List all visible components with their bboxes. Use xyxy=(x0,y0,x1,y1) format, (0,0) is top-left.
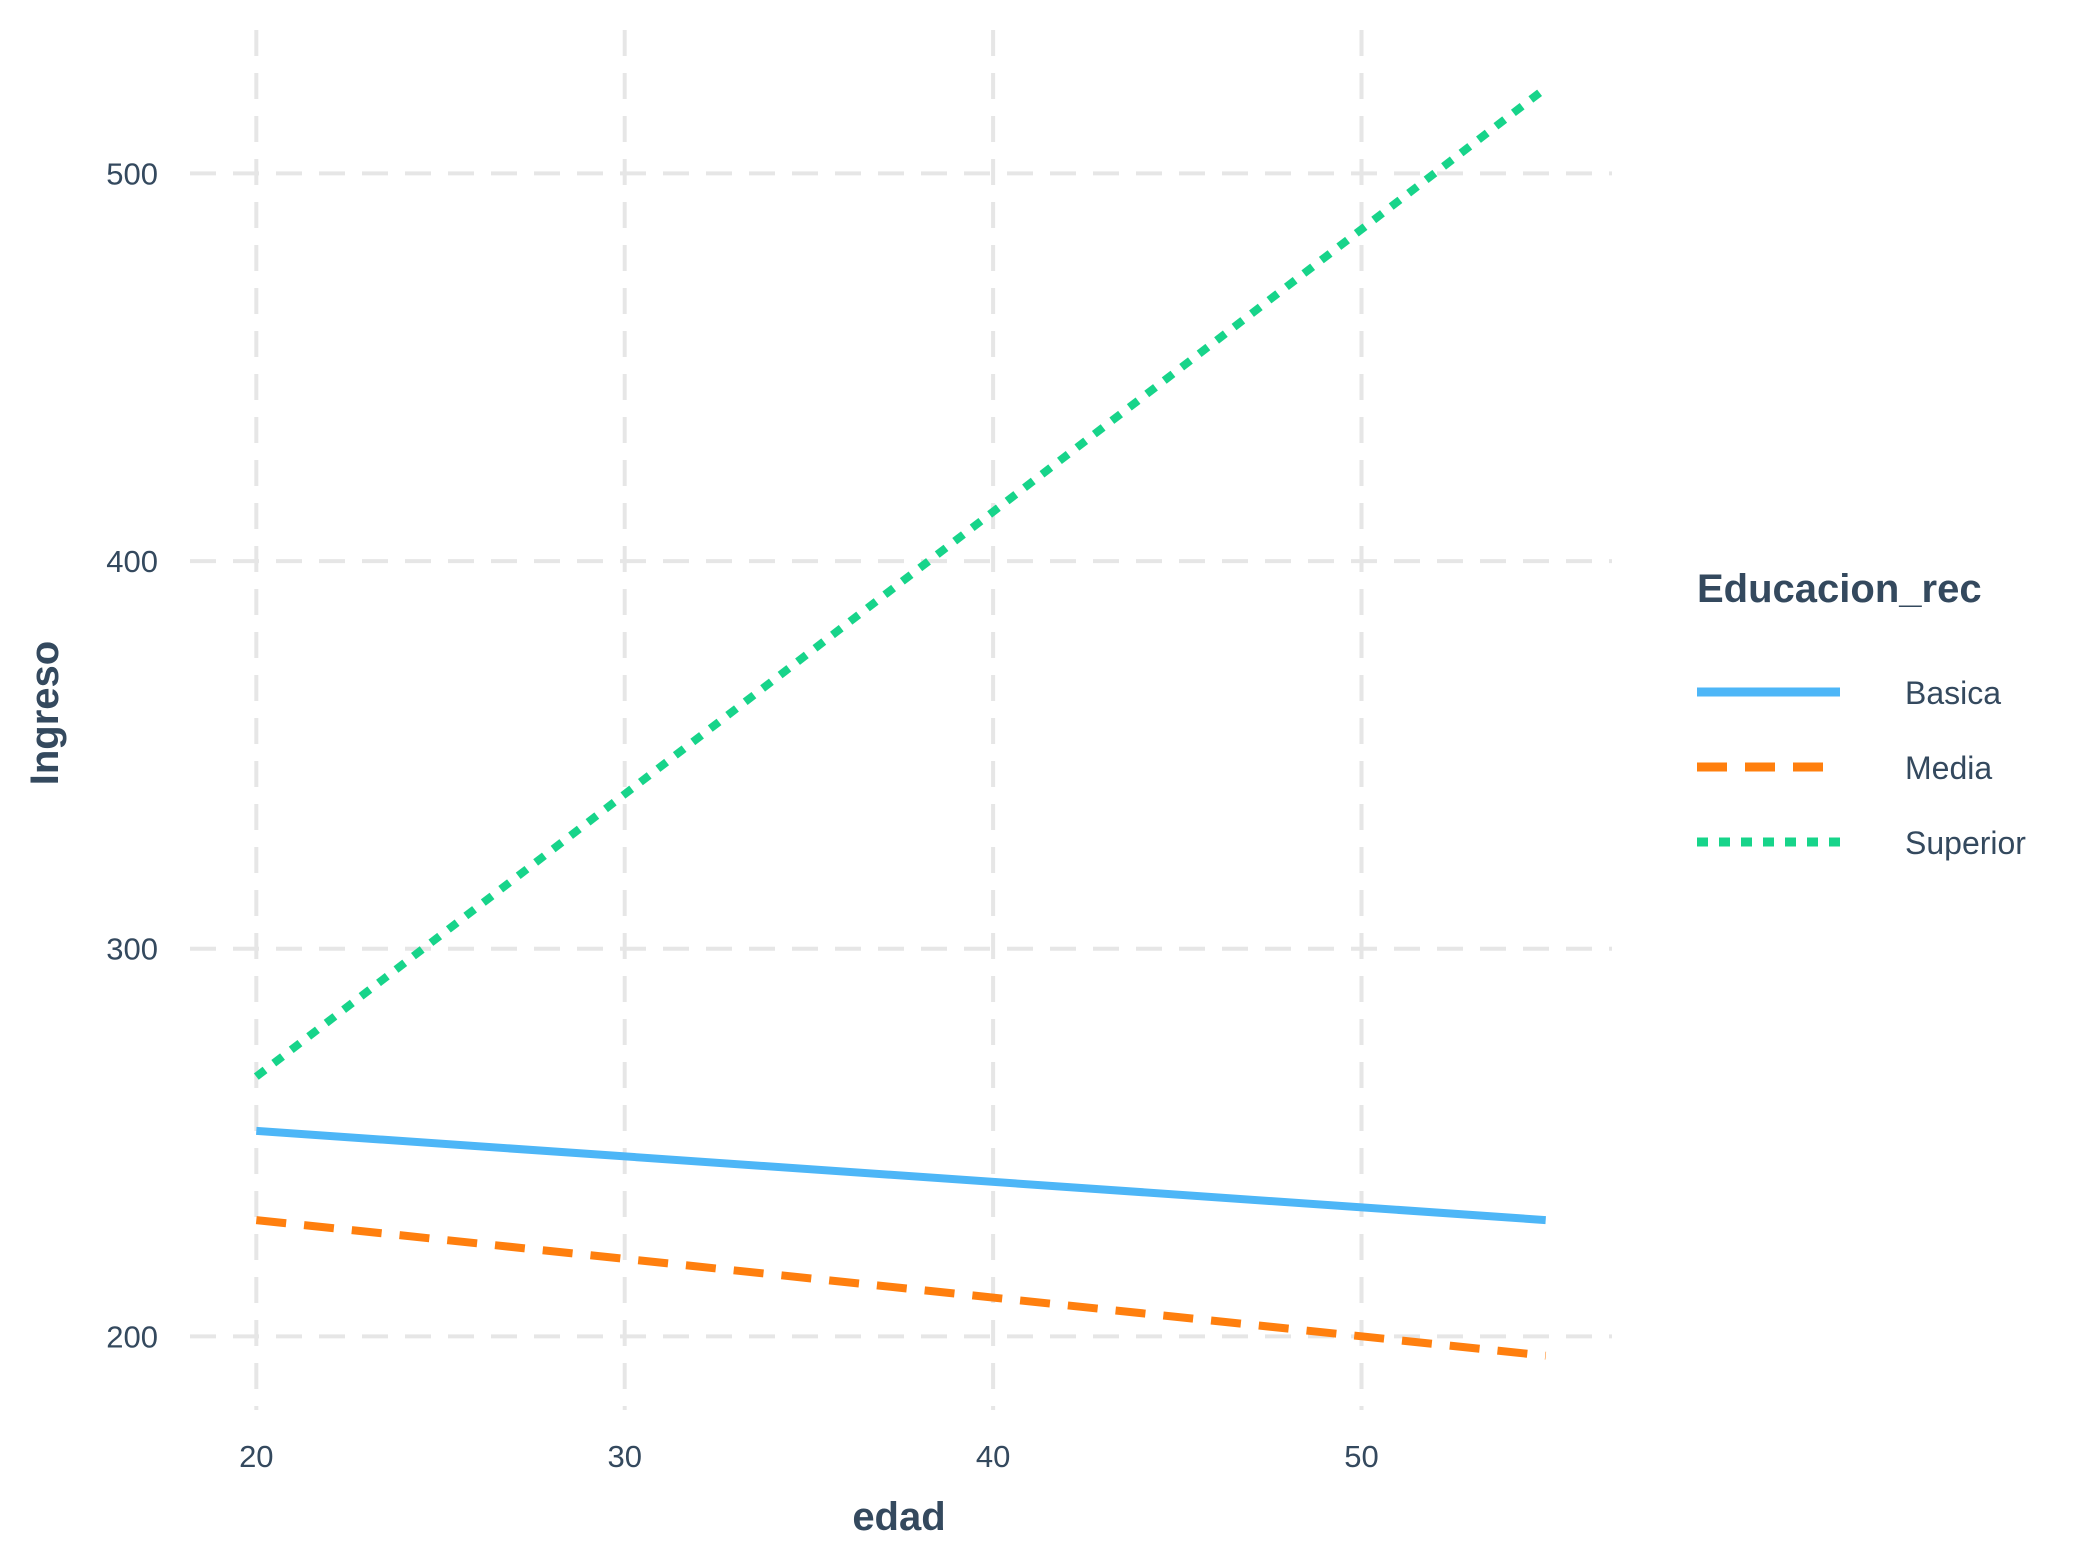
legend-label: Superior xyxy=(1905,825,2026,861)
y-tick-label: 500 xyxy=(106,156,158,191)
y-tick-label: 400 xyxy=(106,544,158,579)
legend-title: Educacion_rec xyxy=(1697,567,1982,611)
legend-label: Media xyxy=(1905,750,1992,786)
series-line-superior xyxy=(253,84,1549,1080)
y-tick-label: 200 xyxy=(106,1319,158,1354)
x-tick-label: 30 xyxy=(607,1439,641,1474)
tick-labels: 20 30 40 50 200 300 400 500 xyxy=(106,156,1378,1474)
x-tick-label: 40 xyxy=(976,1439,1010,1474)
legend-item-basica: Basica xyxy=(1697,675,2001,711)
legend: Educacion_rec Basica Media Superior xyxy=(1697,567,2026,861)
legend-item-superior: Superior xyxy=(1697,825,2026,861)
legend-label: Basica xyxy=(1905,675,2001,711)
x-tick-label: 20 xyxy=(239,1439,273,1474)
series-lines xyxy=(253,84,1549,1360)
grid xyxy=(190,30,1612,1410)
legend-item-media: Media xyxy=(1697,750,1992,786)
series-line-media xyxy=(255,1216,1547,1360)
legend-items: Basica Media Superior xyxy=(1697,675,2026,861)
series-line-basica xyxy=(256,1126,1546,1225)
x-tick-label: 50 xyxy=(1344,1439,1378,1474)
y-axis-title: Ingreso xyxy=(23,641,67,785)
x-axis-title: edad xyxy=(852,1495,945,1539)
y-tick-label: 300 xyxy=(106,932,158,967)
